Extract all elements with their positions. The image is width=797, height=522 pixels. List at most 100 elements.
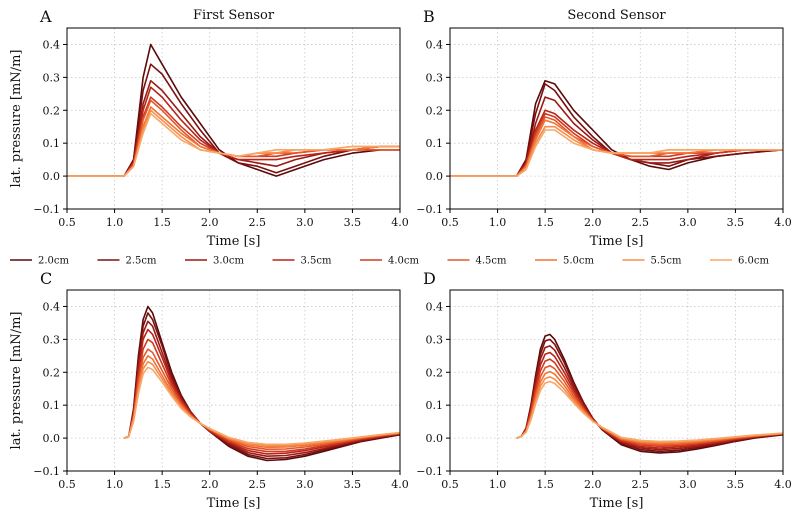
legend-label-6.0cm: 6.0cm [738,256,770,267]
panel-title: Second Sensor [567,8,666,23]
series-line-3.5cm [67,86,400,177]
x-tick-label: 2.0 [201,478,219,491]
series-line-3.5cm [450,109,783,177]
y-tick-label: 0.3 [43,333,61,346]
series-line-3.0cm [516,345,783,451]
legend-label-2.5cm: 2.5cm [126,256,158,267]
plot-frame [66,289,401,472]
legend-label-2.0cm: 2.0cm [38,256,70,267]
x-tick-label: 3.0 [296,216,314,229]
x-tick-label: 4.0 [774,216,792,229]
legend-label-5.0cm: 5.0cm [563,256,595,267]
series-line-2.0cm [67,43,400,177]
series-line-5.0cm [123,354,400,449]
series-line-4.0cm [450,112,783,177]
panel-letter: A [39,7,52,26]
y-tick-label: 0.2 [426,366,444,379]
x-tick-label: 1.0 [489,478,507,491]
panel-b: 0.5 1.0 1.5 2.0 2.5 3.0 3.5 4.0 −0.1 0.0 0.1 0.2 0.3… [416,7,791,249]
series-line-5.0cm [516,370,783,445]
series-line-2.5cm [516,338,783,453]
series-line-4.0cm [67,96,400,177]
series-line-5.5cm [67,109,400,177]
panel-a: 0.5 1.0 1.5 2.0 2.5 3.0 3.5 4.0 −0.1 0.0 0.1 0.2 0.3… [9,7,409,249]
series-line-4.5cm [67,99,400,177]
x-tick-label: 2.0 [201,216,219,229]
x-tick-label: 3.5 [344,478,362,491]
series-line-2.0cm [450,79,783,177]
x-tick-label: 2.0 [584,478,602,491]
x-tick-label: 3.0 [296,478,314,491]
legend-label-4.5cm: 4.5cm [476,256,508,267]
x-axis-label: Time [s] [590,496,644,511]
x-tick-label: 1.0 [489,216,507,229]
x-tick-label: 4.0 [391,216,409,229]
x-tick-label: 0.5 [441,478,459,491]
series-line-5.0cm [67,106,400,177]
series-line-6.0cm [450,129,783,177]
y-tick-label: −0.1 [33,203,60,216]
legend-label-3.5cm: 3.5cm [301,256,333,267]
series-line-3.5cm [123,328,400,455]
panel-title: First Sensor [193,8,275,23]
panel-letter: B [423,7,435,26]
y-tick-label: −0.1 [33,465,60,478]
y-tick-label: −0.1 [416,465,443,478]
series-line-6.0cm [516,380,783,443]
legend: 2.0cm 2.5cm 3.0cm 3.5cm 4.0cm 4.5cm 5.0cm 5.5cm… [10,256,770,267]
x-tick-label: 4.0 [774,478,792,491]
x-tick-label: 1.0 [106,216,124,229]
x-tick-label: 3.5 [344,216,362,229]
x-tick-label: 2.5 [632,216,650,229]
x-axis-label: Time [s] [207,234,261,249]
x-tick-label: 1.5 [153,478,171,491]
y-tick-label: 0.0 [43,170,61,183]
y-tick-label: 0.2 [426,104,444,117]
y-tick-label: 0.1 [426,137,444,150]
x-tick-label: 0.5 [58,478,76,491]
y-tick-label: 0.1 [43,137,61,150]
x-tick-label: 3.0 [679,478,697,491]
x-tick-label: 4.0 [391,478,409,491]
y-tick-label: 0.3 [43,71,61,84]
legend-label-3.0cm: 3.0cm [213,256,245,267]
legend-label-5.5cm: 5.5cm [651,256,683,267]
y-tick-label: 0.2 [43,366,61,379]
x-tick-label: 2.5 [632,478,650,491]
plot-frame [66,27,401,210]
plot-frame [449,289,784,472]
panel-c: 0.5 1.0 1.5 2.0 2.5 3.0 3.5 4.0 −0.1 0.0 0.1 0.2 0.3… [9,269,409,511]
series-line-4.5cm [450,116,783,177]
x-tick-label: 1.0 [106,478,124,491]
y-tick-label: 0.0 [43,432,61,445]
x-tick-label: 0.5 [441,216,459,229]
x-tick-label: 1.5 [153,216,171,229]
x-tick-label: 2.0 [584,216,602,229]
series-line-5.0cm [450,119,783,177]
x-tick-label: 3.0 [679,216,697,229]
x-tick-label: 3.5 [727,478,745,491]
x-axis-label: Time [s] [590,234,644,249]
y-tick-label: −0.1 [416,203,443,216]
y-tick-label: 0.4 [426,300,444,313]
y-tick-label: 0.4 [426,38,444,51]
panel-d: 0.5 1.0 1.5 2.0 2.5 3.0 3.5 4.0 −0.1 0.0 0.1 0.2 0.3… [416,269,791,511]
series-line-3.0cm [450,96,783,177]
y-tick-label: 0.1 [43,399,61,412]
y-tick-label: 0.4 [43,38,61,51]
series-line-6.0cm [67,112,400,177]
series-line-5.5cm [516,376,783,444]
y-tick-label: 0.0 [426,432,444,445]
x-tick-label: 3.5 [727,216,745,229]
y-tick-label: 0.2 [43,104,61,117]
series-line-3.0cm [67,79,400,177]
panel-letter: C [40,269,52,288]
y-axis-label: lat. pressure [mN/m] [9,312,24,450]
y-tick-label: 0.4 [43,300,61,313]
x-tick-label: 1.5 [536,478,554,491]
series-line-2.5cm [450,83,783,177]
y-tick-label: 0.0 [426,170,444,183]
series-line-6.0cm [123,366,400,446]
legend-label-4.0cm: 4.0cm [388,256,420,267]
